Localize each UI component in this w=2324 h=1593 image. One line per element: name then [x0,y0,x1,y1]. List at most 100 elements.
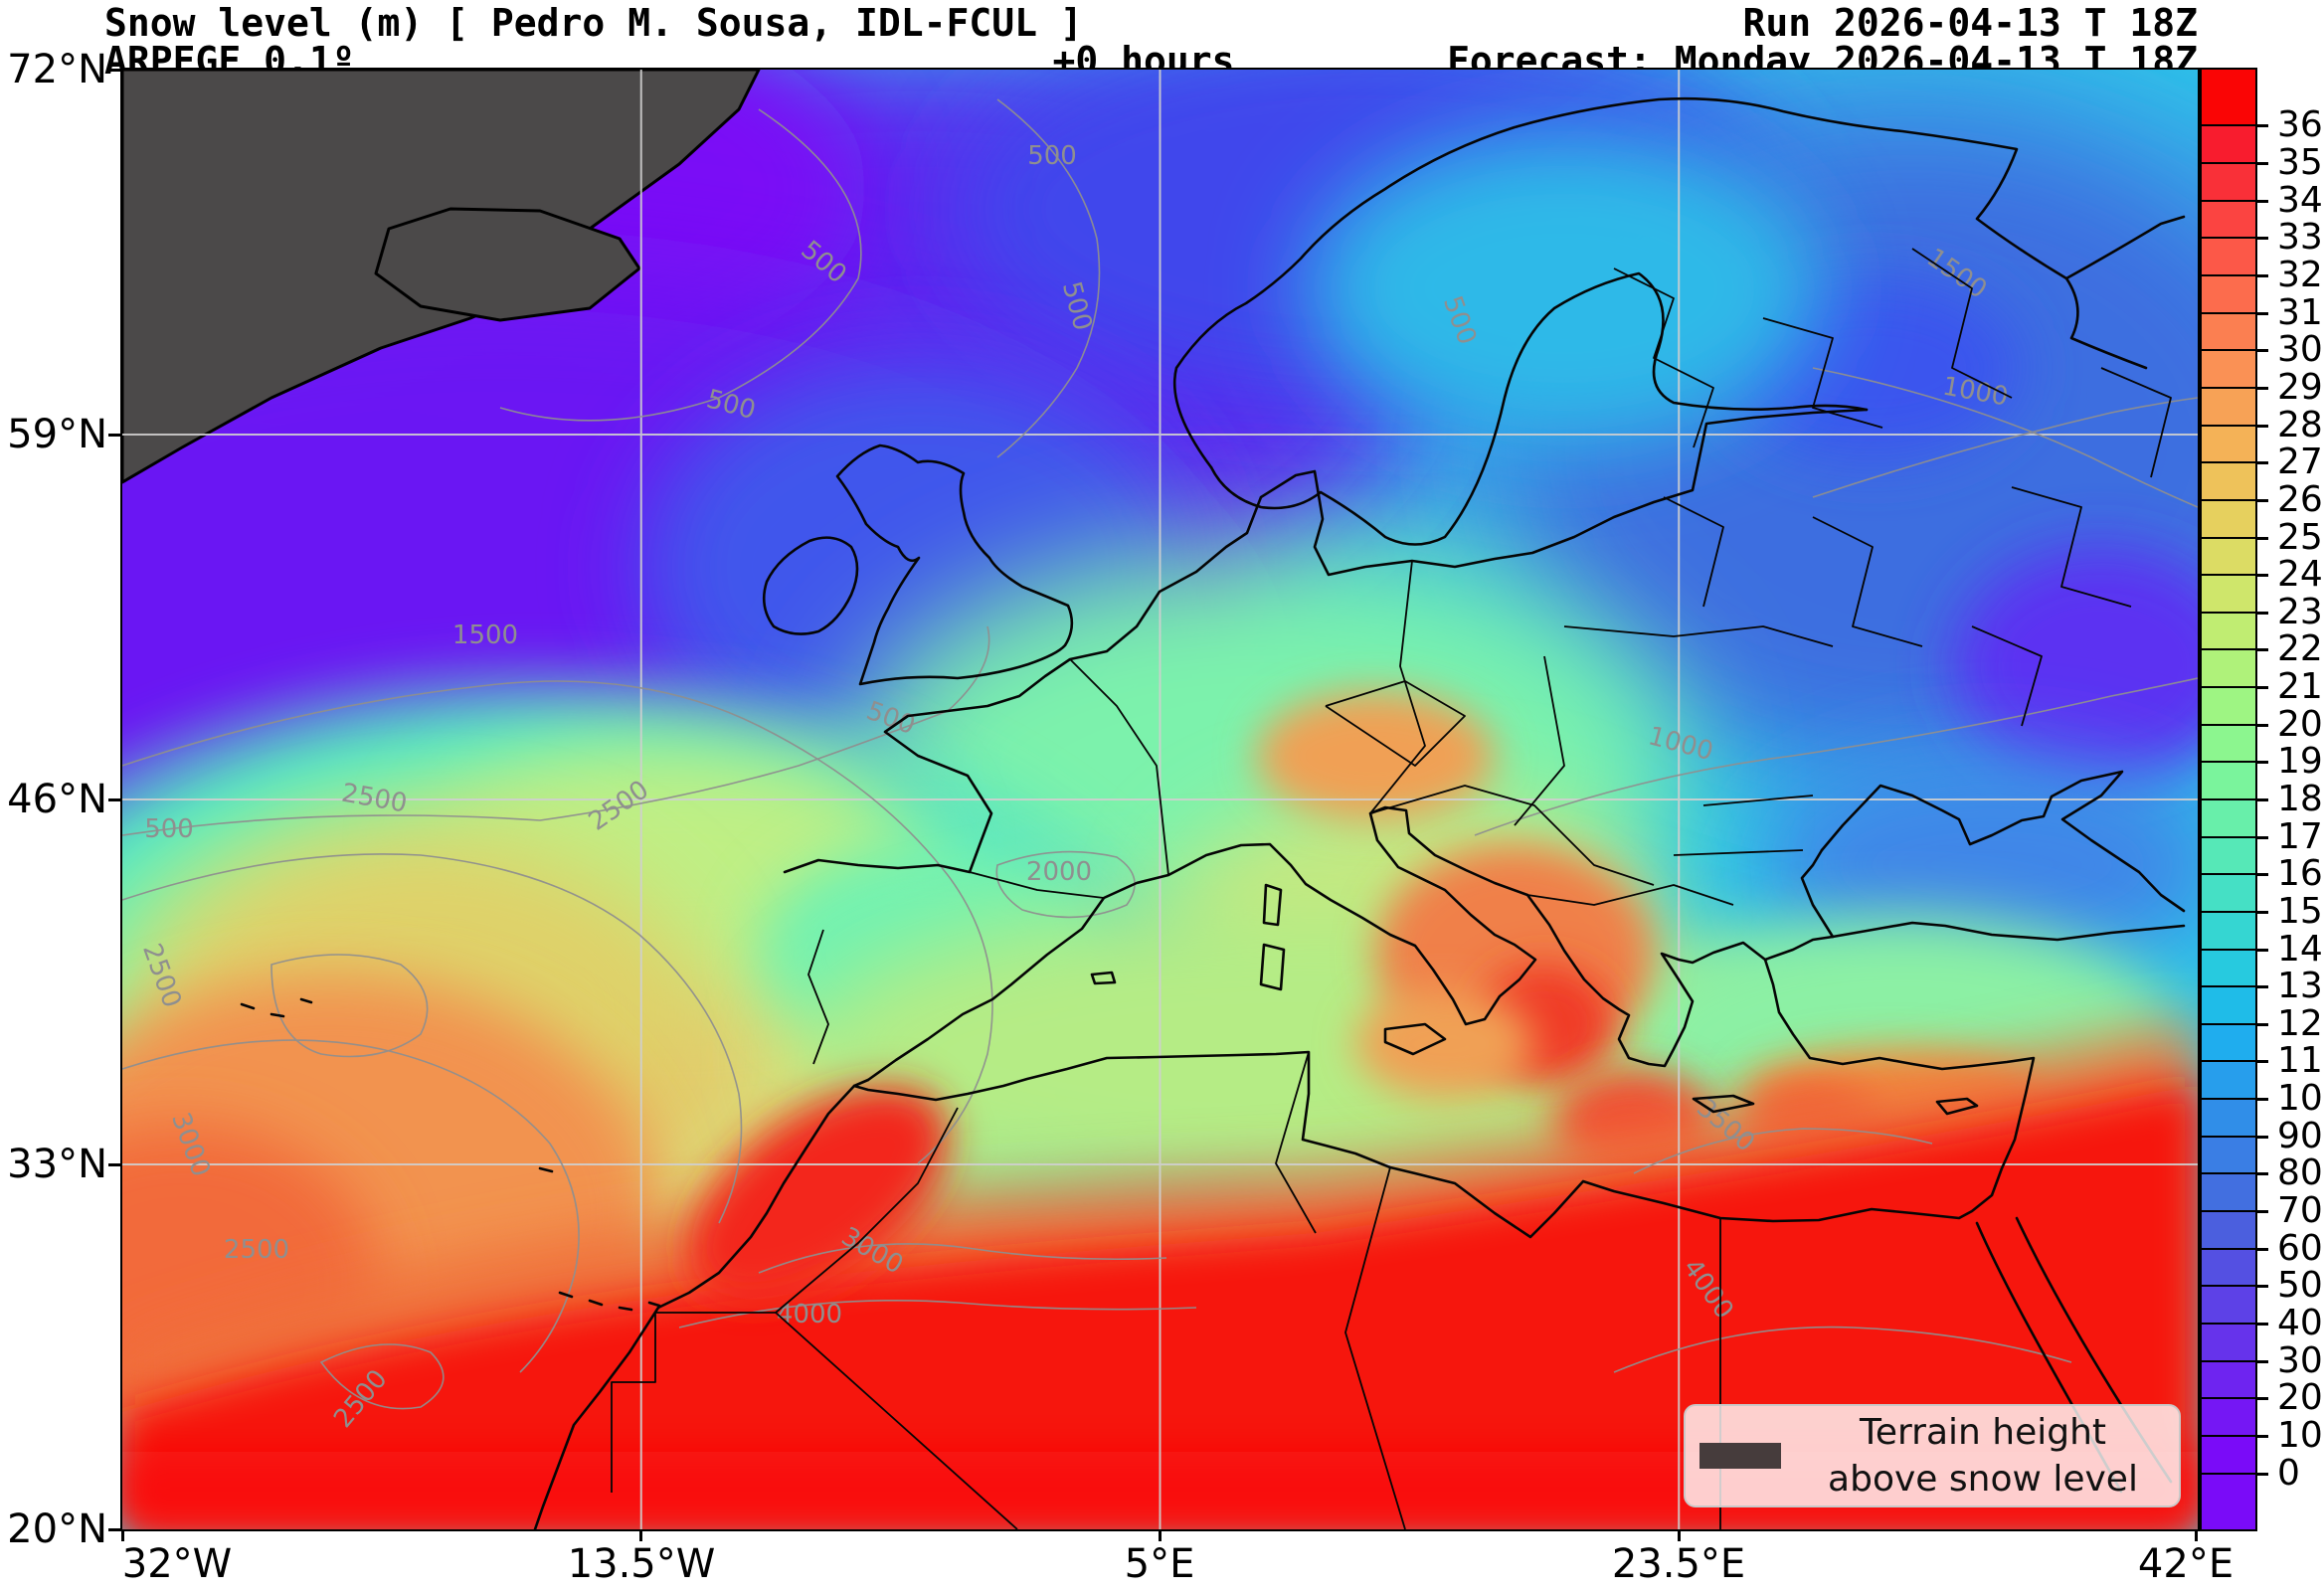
map-svg: 5005005005005005005001500150010001000250… [122,70,2198,1529]
colorbar-tick [2257,1247,2268,1251]
colorbar-tick-line [2202,1322,2255,1325]
colorbar-band [2202,575,2255,613]
colorbar-tick-label: 0 [2277,1452,2300,1494]
colorbar-band [2202,612,2255,650]
colorbar-band [2202,1173,2255,1212]
colorbar-tick-label: 700 [2277,1190,2324,1232]
colorbar-tick [2257,1135,2268,1139]
colorbar-tick [2257,1060,2268,1064]
colorbar-band [2202,911,2255,950]
colorbar-tick [2257,574,2268,578]
colorbar-tick-label: 100 [2277,1414,2324,1456]
terrain-legend-text: Terrain height above snow level [1801,1409,2165,1503]
colorbar-tick-label: 1400 [2277,928,2324,970]
colorbar-tick-label: 3000 [2277,329,2324,371]
colorbar-band [2202,1323,2255,1361]
colorbar-tick [2257,985,2268,989]
x-tick [1159,1529,1162,1541]
contour-label: 2000 [1026,857,1092,887]
x-axis-label: 32°W [121,1541,233,1587]
colorbar-tick-label: 1900 [2277,741,2324,783]
colorbar-tick-label: 1800 [2277,779,2324,819]
colorbar-band [2202,163,2255,201]
colorbar-tick-label: 2900 [2277,366,2324,408]
colorbar-tick-line [2202,761,2255,764]
colorbar-tick-label: 3400 [2277,179,2324,221]
colorbar-band [2202,499,2255,538]
colorbar-tick [2257,237,2268,241]
colorbar-band [2202,874,2255,912]
country-borders [611,248,2172,1529]
colorbar-tick-line [2202,798,2255,800]
colorbar-tick-line [2202,536,2255,539]
colorbar-band [2202,387,2255,426]
colorbar-tick-line [2202,199,2255,202]
colorbar-tick [2257,761,2268,765]
colorbar-tick [2257,349,2268,353]
contour-label: 500 [144,814,194,844]
colorbar-tick-label: 1700 [2277,815,2324,857]
x-axis-label: 23.5°E [1611,1541,1746,1587]
colorbar-tick [2257,461,2268,465]
colorbar-band [2202,1061,2255,1100]
colorbar-band [2202,1435,2255,1529]
x-tick [1678,1529,1681,1541]
colorbar-tick-line [2202,162,2255,165]
colorbar-tick-line [2202,386,2255,389]
colorbar-tick-line [2202,1172,2255,1175]
colorbar-band [2202,649,2255,688]
colorbar-tick-label: 2200 [2277,628,2324,670]
colorbar-tick-label: 1300 [2277,966,2324,1007]
run-label: Run 2026-04-13 T 18Z [1742,1,2198,45]
colorbar-tick-line [2202,1285,2255,1288]
colorbar-tick [2257,873,2268,877]
colorbar-tick-label: 200 [2277,1377,2324,1419]
colorbar-band [2202,836,2255,875]
colorbar-tick [2257,648,2268,652]
colorbar-tick [2257,835,2268,839]
colorbar-tick-label: 800 [2277,1152,2324,1194]
colorbar-tick-label: 2100 [2277,666,2324,708]
colorbar-tick-line [2202,1098,2255,1101]
colorbar-tick [2257,1434,2268,1438]
colorbar-tick-line [2202,648,2255,651]
colorbar-tick [2257,124,2268,128]
colorbar-band [2202,537,2255,576]
colorbar-tick [2257,274,2268,278]
colorbar-tick [2257,1397,2268,1401]
colorbar-tick [2257,1022,2268,1026]
colorbar-tick [2257,199,2268,203]
colorbar-band [2202,1023,2255,1062]
colorbar-band [2202,462,2255,500]
colorbar-tick-label: 600 [2277,1227,2324,1269]
colorbar-tick-label: 1600 [2277,853,2324,895]
colorbar-band [2202,350,2255,388]
terrain-swatch [1699,1443,1781,1469]
colorbar-band [2202,949,2255,987]
colorbar-band [2202,986,2255,1024]
colorbar-tick-line [2202,1472,2255,1475]
colorbar-tick [2257,1472,2268,1476]
colorbar-tick-line [2202,498,2255,501]
colorbar-tick-label: 900 [2277,1115,2324,1156]
colorbar-tick-line [2202,461,2255,464]
colorbar-tick-label: 3500 [2277,142,2324,184]
page-title: Snow level (m) [ Pedro M. Sousa, IDL-FCU… [104,1,1083,45]
colorbar-tick-label: 2400 [2277,554,2324,596]
colorbar-tick-label: 3200 [2277,255,2324,296]
contour-label: 500 [1027,141,1077,171]
colorbar-tick-line [2202,723,2255,726]
colorbar-tick [2257,723,2268,727]
colorbar-tick-line [2202,311,2255,314]
colorbar-tick [2257,162,2268,166]
x-tick [639,1529,642,1541]
colorbar-tick [2257,948,2268,952]
colorbar-tick [2257,798,2268,801]
graticule [122,70,2198,1529]
x-axis-label: 13.5°W [567,1541,716,1587]
colorbar-band [2202,1398,2255,1436]
terrain-legend: Terrain height above snow level [1684,1404,2181,1507]
colorbar-tick-label: 1500 [2277,890,2324,932]
colorbar-tick-line [2202,349,2255,352]
colorbar-tick-label: 1200 [2277,1002,2324,1044]
